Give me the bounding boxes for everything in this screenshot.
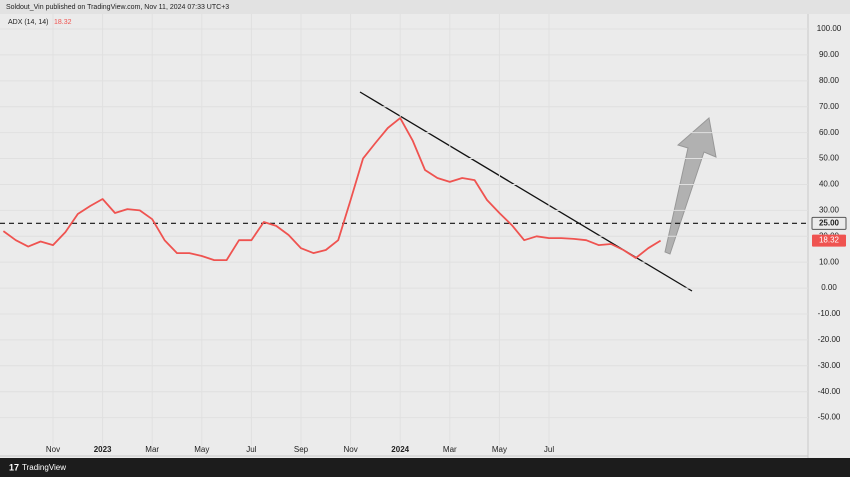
last-value-label: 18.32 — [819, 236, 840, 245]
legend-name: ADX (14, 14) — [8, 19, 48, 26]
brand: TradingView — [22, 463, 66, 472]
top-bar — [0, 0, 850, 14]
y-tick-label: 0.00 — [821, 283, 837, 292]
y-tick-label: -20.00 — [818, 335, 841, 344]
x-tick-label: Sep — [294, 445, 309, 454]
x-tick-label: Nov — [46, 445, 60, 454]
y-tick-label: 90.00 — [819, 50, 840, 59]
y-tick-label: 100.00 — [817, 24, 842, 33]
x-tick-label: May — [194, 445, 209, 454]
y-tick-label: 70.00 — [819, 102, 840, 111]
chart-background — [0, 0, 850, 458]
x-tick-label: 2024 — [391, 445, 409, 454]
legend-value: 18.32 — [54, 19, 72, 26]
y-tick-label: -50.00 — [818, 413, 841, 422]
arrow — [664, 117, 717, 255]
x-tick-label: Jul — [544, 445, 554, 454]
y-tick-label: 40.00 — [819, 180, 840, 189]
level-label-bg — [811, 216, 847, 230]
brand-logo: 17 — [9, 462, 19, 472]
publish-info: Soldout_Vin published on TradingView.com… — [6, 4, 229, 11]
bottom-bar — [0, 458, 850, 477]
last-value-bg — [812, 234, 846, 247]
x-tick-label: Mar — [443, 445, 457, 454]
y-tick-label: 80.00 — [819, 76, 840, 85]
y-tick-label: 30.00 — [819, 205, 840, 214]
y-tick-label: -30.00 — [818, 361, 841, 370]
x-tick-label: May — [492, 445, 507, 454]
y-tick-label: -10.00 — [818, 309, 841, 318]
adx-line — [2, 117, 662, 261]
x-tick-label: Nov — [343, 445, 357, 454]
x-tick-label: Mar — [145, 445, 159, 454]
level-label: 25.00 — [819, 218, 840, 227]
y-tick-label: 50.00 — [819, 154, 840, 163]
x-tick-label: 2023 — [94, 445, 112, 454]
y-tick-label: 10.00 — [819, 257, 840, 266]
y-tick-label: 60.00 — [819, 128, 840, 137]
x-tick-label: Jul — [246, 445, 256, 454]
y-tick-label: -40.00 — [818, 387, 841, 396]
